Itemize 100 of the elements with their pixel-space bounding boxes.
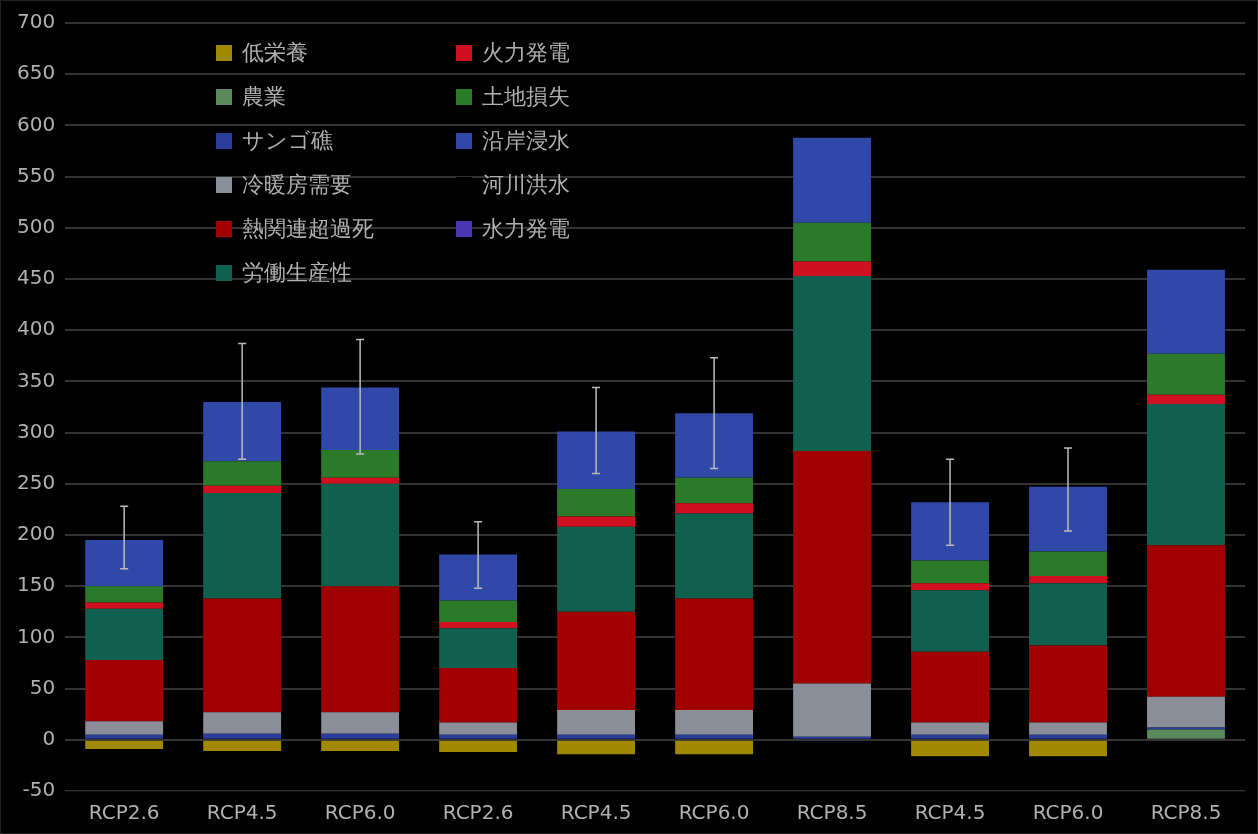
y-tick-label: 150 xyxy=(16,572,56,597)
bar xyxy=(1029,551,1107,576)
bar xyxy=(911,734,989,739)
bar xyxy=(1029,645,1107,723)
y-tick-label: 600 xyxy=(16,111,56,136)
bar xyxy=(85,586,164,603)
x-tick-label: RCP6.0 xyxy=(678,800,750,825)
bar xyxy=(911,740,989,757)
x-tick-label: RCP2.6 xyxy=(442,800,514,825)
bar xyxy=(439,554,518,601)
bar xyxy=(203,401,282,462)
bar xyxy=(1147,545,1225,697)
bar xyxy=(439,740,518,753)
x-tick-label: RCP4.5 xyxy=(206,800,278,825)
bar xyxy=(321,483,400,587)
bar xyxy=(557,431,636,489)
bar xyxy=(911,560,989,584)
bar xyxy=(557,611,636,711)
bar xyxy=(557,740,636,755)
bar xyxy=(1147,727,1225,730)
bar xyxy=(85,734,164,739)
bar xyxy=(557,710,636,735)
y-tick-label: 200 xyxy=(16,521,56,546)
bar xyxy=(1147,353,1225,395)
y-tick-label: 350 xyxy=(16,367,56,392)
legend-label: 沿岸浸水 xyxy=(482,127,570,155)
bar xyxy=(321,740,400,752)
bar xyxy=(439,734,518,739)
bar xyxy=(1147,269,1225,354)
y-tick-label: 0 xyxy=(42,726,56,750)
x-tick-label: RCP8.5 xyxy=(1150,800,1222,825)
bar xyxy=(203,598,282,713)
legend-label: 農業 xyxy=(242,83,286,111)
bar xyxy=(793,261,871,276)
bar xyxy=(321,450,400,478)
bar xyxy=(321,586,400,713)
legend-label: サンゴ礁 xyxy=(242,127,333,155)
x-tick-label: RCP2.6 xyxy=(88,800,160,825)
bar xyxy=(793,275,871,452)
bar xyxy=(321,733,400,739)
bar xyxy=(85,602,164,609)
bar xyxy=(1029,734,1107,739)
bar xyxy=(203,485,282,494)
bar xyxy=(793,736,871,739)
y-tick-label: 250 xyxy=(16,470,56,494)
bar xyxy=(557,516,636,527)
bar xyxy=(675,477,754,504)
bar xyxy=(203,740,282,752)
x-tick-label: RCP4.5 xyxy=(914,800,986,825)
bar xyxy=(321,712,400,734)
bar xyxy=(1029,740,1107,757)
bar xyxy=(675,513,754,599)
bar xyxy=(675,734,754,739)
legend-label: 火力発電 xyxy=(482,39,570,67)
bar xyxy=(85,721,164,735)
y-tick-label: 50 xyxy=(29,674,56,699)
bar xyxy=(85,540,164,587)
bar xyxy=(557,526,636,612)
bar xyxy=(1029,575,1107,584)
bar xyxy=(675,740,754,755)
legend-label: 低栄養 xyxy=(242,39,308,67)
bar xyxy=(203,712,282,734)
legend-label: 労働生産性 xyxy=(242,259,352,287)
bar xyxy=(557,488,636,517)
x-tick-label: RCP6.0 xyxy=(1032,800,1104,825)
bar xyxy=(911,583,989,591)
bar xyxy=(85,608,164,660)
bar xyxy=(911,722,989,735)
bar xyxy=(911,651,989,723)
bar xyxy=(439,622,518,629)
bar xyxy=(439,628,518,669)
bar xyxy=(675,710,754,735)
bar xyxy=(675,503,754,514)
legend-label: 河川洪水 xyxy=(482,171,570,199)
bar xyxy=(793,451,871,684)
bar xyxy=(557,734,636,739)
bar xyxy=(1147,394,1225,404)
y-tick-label: 100 xyxy=(16,623,56,648)
x-tick-label: RCP6.0 xyxy=(324,800,396,825)
bar xyxy=(203,733,282,739)
bar xyxy=(1029,486,1107,552)
bar xyxy=(1147,696,1225,728)
bar xyxy=(793,222,871,262)
y-tick-label: 400 xyxy=(16,316,56,341)
y-tick-label: 450 xyxy=(16,265,56,290)
y-tick-label: 550 xyxy=(16,162,56,187)
bar xyxy=(675,413,754,478)
y-tick-label: 700 xyxy=(16,9,56,34)
bar xyxy=(321,387,400,451)
legend-label: 土地損失 xyxy=(482,83,570,111)
y-tick-label: 500 xyxy=(16,214,56,238)
y-tick-label: 650 xyxy=(16,60,56,85)
bar xyxy=(1029,583,1107,646)
y-tick-label: 300 xyxy=(16,418,56,443)
bar xyxy=(1147,729,1225,739)
bar xyxy=(793,137,871,223)
bar xyxy=(439,722,518,735)
bar xyxy=(203,461,282,486)
bar xyxy=(911,502,989,561)
legend-label: 冷暖房需要 xyxy=(242,171,352,199)
